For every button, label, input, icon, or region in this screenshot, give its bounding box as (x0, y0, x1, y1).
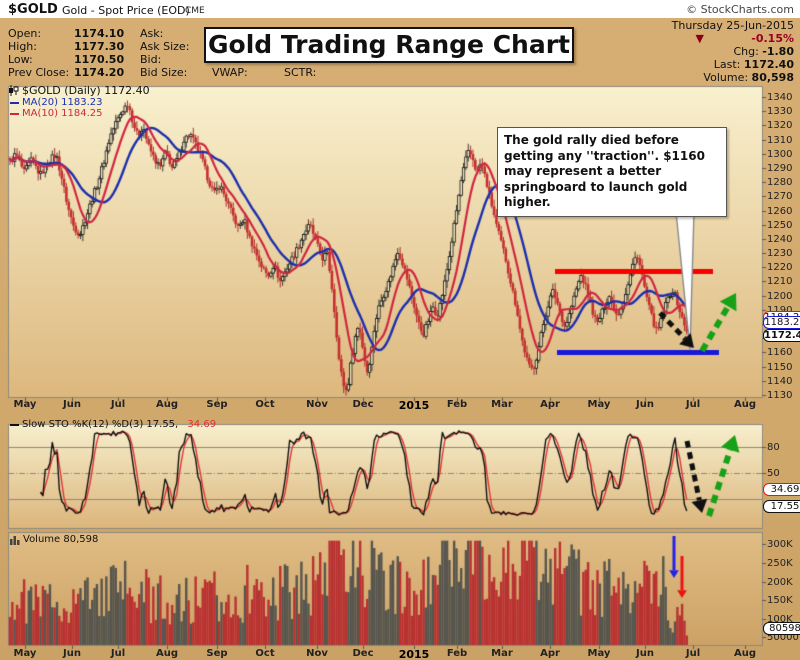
month-label: Sep (206, 648, 228, 659)
quote-bid: Bid: (140, 53, 162, 66)
quote-bid-size: Bid Size: (140, 66, 188, 79)
quote-pct-change: -0.15% (751, 32, 794, 45)
price-tick-label: 1320 (767, 120, 793, 132)
volume-box: 80598 (763, 622, 800, 635)
last-price-box: 1172.40 (763, 329, 800, 342)
quote-vwap: VWAP: (212, 66, 248, 79)
month-label: Jun (636, 399, 654, 410)
quote-ask: Ask: (140, 27, 164, 40)
candles-icon (9, 85, 19, 96)
price-tick-label: 1270 (767, 191, 793, 203)
month-label: Mar (491, 648, 513, 659)
copyright: © StockCharts.com (686, 3, 794, 16)
month-label: May (13, 648, 37, 659)
month-label: Jun (63, 648, 81, 659)
sto-tick-label: 80 (767, 442, 780, 454)
quote-volume: Volume: 80,598 (703, 71, 794, 84)
symbol: $GOLD (8, 2, 58, 17)
month-label: May (13, 399, 37, 410)
month-label: Sep (206, 399, 228, 410)
price-tick-label: 1340 (767, 92, 793, 103)
quote-high: High: 1177.30 (8, 40, 125, 53)
quote-date: Thursday 25-Jun-2015 (671, 19, 794, 32)
month-label: Jun (636, 648, 654, 659)
volume-tick-label: 100K (767, 613, 793, 625)
volume-tick-label: 200K (767, 576, 793, 588)
month-label: Apr (540, 648, 560, 659)
price-tick-label: 1330 (767, 106, 793, 118)
ma10-line-icon (10, 112, 19, 115)
month-label: Feb (446, 399, 468, 410)
price-tick-label: 1240 (767, 233, 793, 245)
legend-volume: Volume 80,598 (10, 534, 98, 545)
price-tick-label: 1280 (767, 177, 793, 189)
quote-prev-close: Prev Close: 1174.20 (8, 66, 125, 79)
month-label: Jun (63, 399, 81, 410)
month-label: 2015 (398, 399, 430, 412)
month-label: Jul (685, 399, 701, 410)
month-label: Aug (155, 648, 179, 659)
price-tick-label: 1190 (767, 305, 792, 316)
legend-sto: Slow STO %K(12) %D(3) 17.55, 34.69 (10, 419, 216, 430)
price-tick-label: 1200 (767, 290, 793, 302)
quote-open: Open: 1174.10 (8, 27, 125, 40)
sto-d-box: 34.69 (763, 483, 800, 496)
quote-low: Low: 1170.50 (8, 53, 125, 66)
volume-tick-label: 250K (767, 558, 793, 569)
volume-tick-label: 50000 (767, 632, 799, 644)
month-label: May (587, 648, 611, 659)
volume-bars-icon (10, 535, 20, 545)
month-label: Oct (255, 648, 275, 659)
month-label: Aug (155, 399, 179, 410)
price-tick-label: 1290 (767, 162, 793, 174)
legend-ma10: MA(10) 1184.25 (10, 108, 103, 119)
price-tick-label: 1210 (767, 276, 793, 288)
ma20-line-icon (10, 101, 19, 104)
price-tick-label: 1260 (767, 205, 793, 217)
chart-title: Gold Trading Range Chart (204, 27, 574, 63)
month-label: Jul (110, 648, 126, 659)
month-label: Aug (733, 648, 757, 659)
month-label: Dec (352, 648, 374, 659)
price-tick-label: 1150 (767, 361, 793, 373)
quote-ask-size: Ask Size: (140, 40, 190, 53)
price-tick-label: 1300 (767, 148, 793, 160)
month-label: Jul (685, 648, 701, 659)
price-tick-label: 1230 (767, 248, 793, 260)
quote-last: Last: 1172.40 (713, 58, 794, 71)
volume-tick-label: 150K (767, 595, 793, 607)
price-tick-label: 1220 (767, 262, 793, 274)
month-label: Feb (446, 648, 468, 659)
price-tick-label: 1310 (767, 134, 793, 146)
month-label: May (587, 399, 611, 410)
ma20-price-box: 1183.23 (763, 316, 800, 329)
legend-ma20: MA(20) 1183.23 (10, 97, 103, 108)
month-label: Oct (255, 399, 275, 410)
sto-tick-label: 50 (767, 468, 780, 479)
quote-sctr: SCTR: (284, 66, 317, 79)
month-label: Apr (540, 399, 560, 410)
month-label: Nov (306, 399, 328, 410)
symbol-description: Gold - Spot Price (EOD) (62, 4, 190, 17)
month-label: Nov (306, 648, 328, 659)
month-label: Mar (491, 399, 513, 410)
month-label: Jul (110, 399, 126, 410)
price-tick-label: 1250 (767, 219, 793, 231)
sto-line-icon (10, 423, 19, 426)
down-triangle-icon: ▼ (695, 32, 704, 45)
legend-symbol: $GOLD (Daily) 1172.40 (8, 84, 150, 97)
price-tick-label: 1130 (767, 390, 793, 401)
exchange-label: CME (185, 6, 205, 16)
sto-k-box: 17.55 (763, 500, 800, 513)
month-label: Dec (352, 399, 374, 410)
annotation-callout: The gold rally died before getting any '… (497, 127, 727, 217)
price-tick-label: 1160 (767, 347, 793, 359)
month-label: 2015 (398, 648, 430, 660)
volume-tick-label: 300K (767, 539, 793, 551)
quote-chg: Chg: -1.80 (733, 45, 794, 58)
price-tick-label: 1140 (767, 375, 793, 387)
month-label: Aug (733, 399, 757, 410)
